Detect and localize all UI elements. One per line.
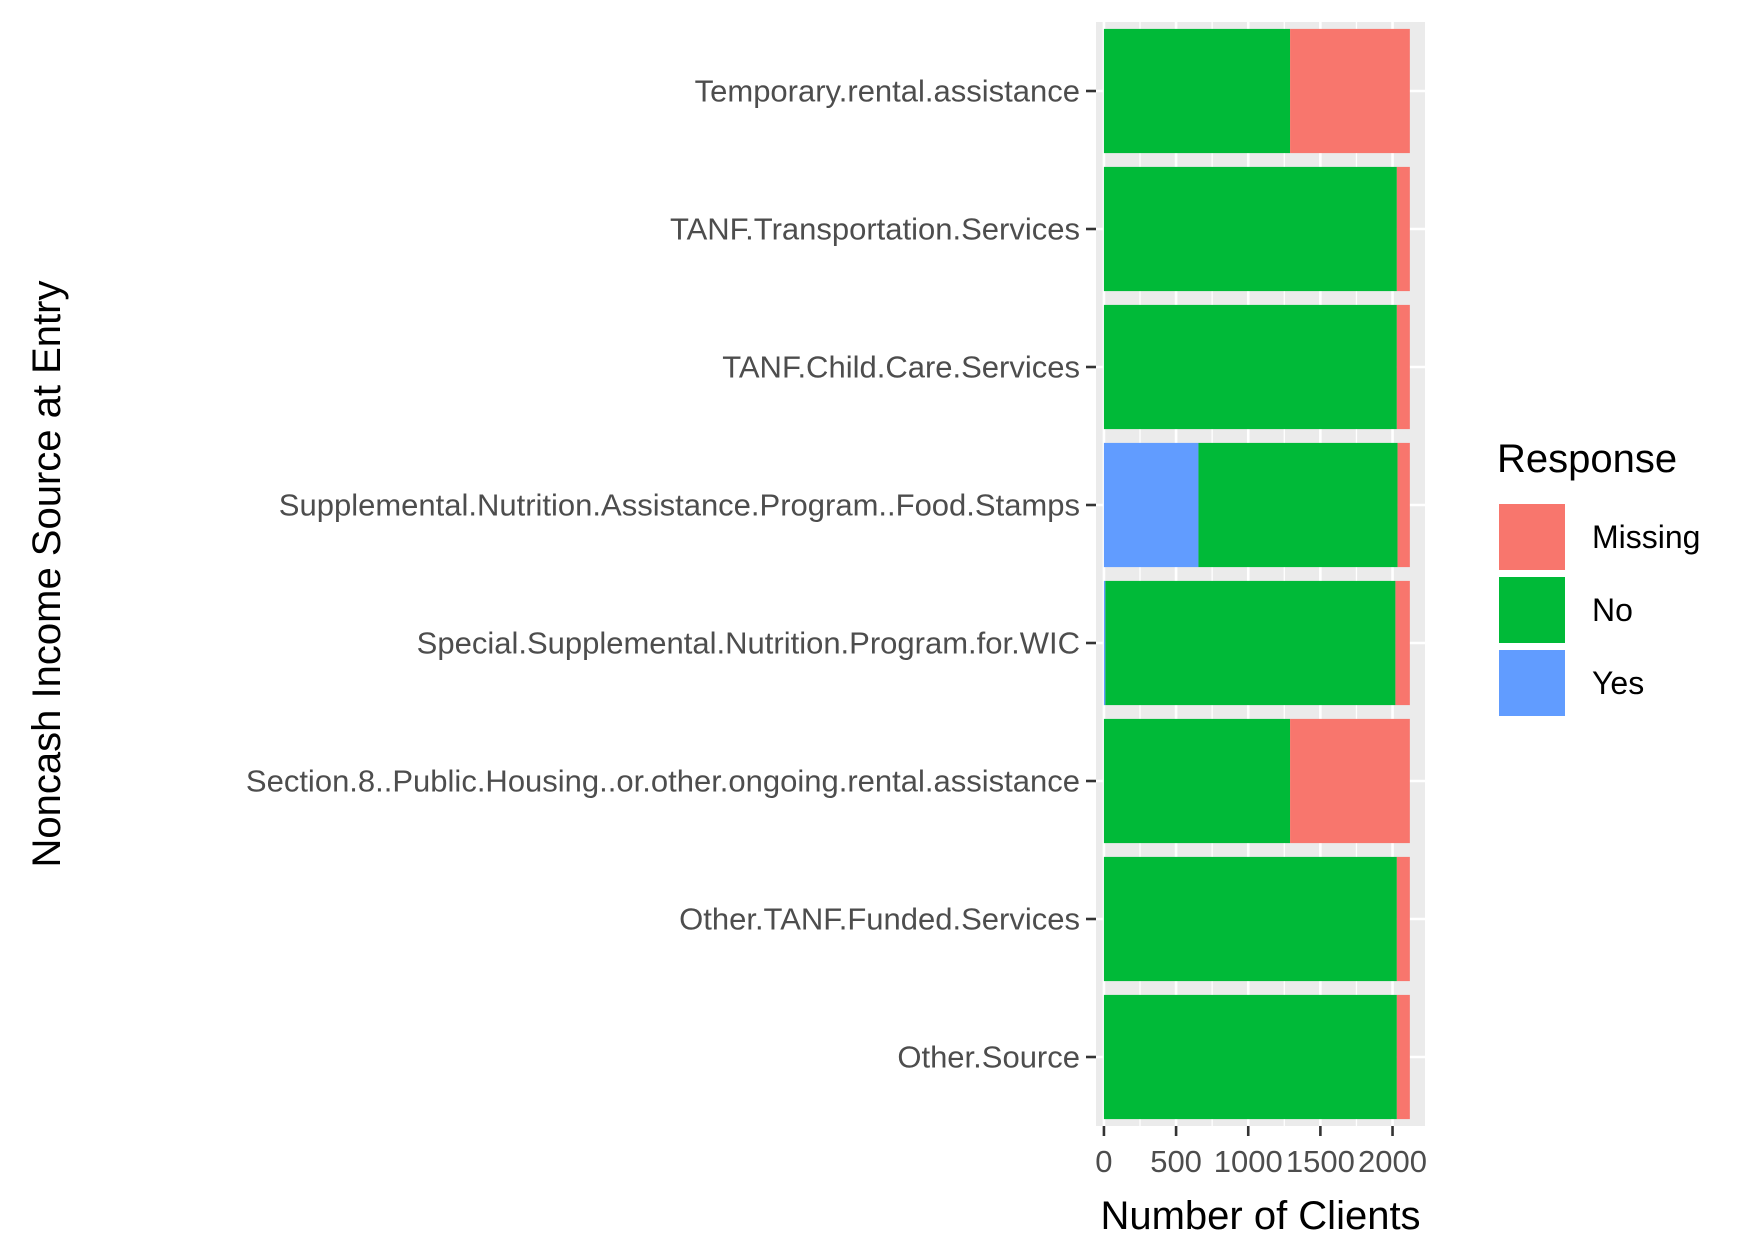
- bar-missing: [1396, 856, 1410, 982]
- x-tick-label: 1500: [1286, 1144, 1355, 1179]
- bar-missing: [1290, 718, 1410, 844]
- bar-missing: [1396, 166, 1410, 292]
- legend-swatch-yes: [1499, 650, 1565, 716]
- legend-title: Response: [1497, 437, 1677, 481]
- bar-missing: [1397, 442, 1410, 568]
- x-tick-label: 0: [1095, 1144, 1112, 1179]
- y-tick-label: TANF.Transportation.Services: [670, 212, 1080, 247]
- x-axis-title: Number of Clients: [1100, 1194, 1420, 1238]
- bar-no: [1105, 580, 1396, 706]
- bar-no: [1103, 28, 1291, 154]
- bar-missing: [1396, 994, 1410, 1120]
- x-axis: 0 500 1000 1500 2000: [1095, 1126, 1427, 1179]
- bar-no: [1103, 994, 1397, 1120]
- bar-no: [1103, 718, 1291, 844]
- bar-no: [1103, 166, 1397, 292]
- bar-yes: [1103, 580, 1106, 706]
- bar-missing: [1290, 28, 1410, 154]
- y-tick-label: Temporary.rental.assistance: [695, 74, 1080, 109]
- legend-label-missing: Missing: [1592, 519, 1700, 555]
- bar-missing: [1395, 580, 1410, 706]
- legend-swatch-no: [1499, 577, 1565, 643]
- bar-missing: [1396, 304, 1410, 430]
- legend-swatch-missing: [1499, 504, 1565, 570]
- legend-label-yes: Yes: [1592, 665, 1644, 701]
- bar-no: [1103, 856, 1397, 982]
- y-tick-label: Other.TANF.Funded.Services: [679, 902, 1080, 937]
- bar-no: [1103, 304, 1397, 430]
- y-axis-title: Noncash Income Source at Entry: [25, 281, 69, 868]
- x-tick-label: 1000: [1214, 1144, 1283, 1179]
- x-tick-label: 2000: [1358, 1144, 1427, 1179]
- y-tick-label: Section.8..Public.Housing..or.other.ongo…: [246, 764, 1080, 799]
- bar-no: [1198, 442, 1398, 568]
- y-tick-label: TANF.Child.Care.Services: [722, 350, 1080, 385]
- y-tick-label: Special.Supplemental.Nutrition.Program.f…: [417, 626, 1080, 661]
- y-tick-label: Supplemental.Nutrition.Assistance.Progra…: [279, 488, 1080, 523]
- legend: Response Missing No Yes: [1497, 437, 1700, 716]
- bar-yes: [1103, 442, 1199, 568]
- bars: [1103, 28, 1410, 1120]
- y-tick-label: Other.Source: [897, 1040, 1080, 1075]
- x-tick-label: 500: [1150, 1144, 1202, 1179]
- y-axis: Temporary.rental.assistance TANF.Transpor…: [246, 74, 1096, 1075]
- legend-label-no: No: [1592, 592, 1633, 628]
